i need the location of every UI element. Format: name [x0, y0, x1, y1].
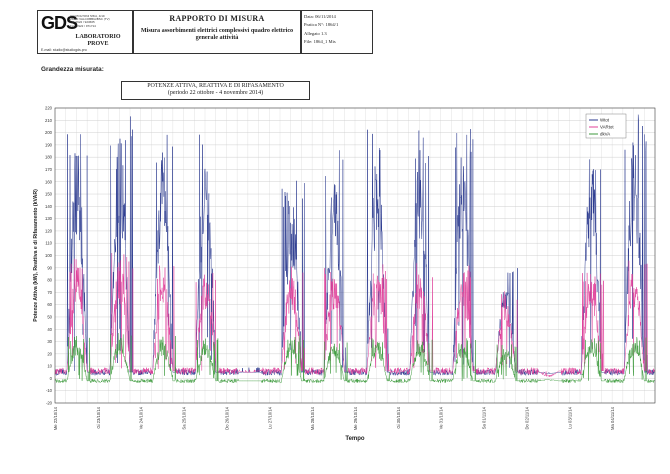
series-line-vartot — [54, 252, 655, 377]
gds-logo: GDS — [41, 13, 78, 33]
lab-address: VIA PIOLTONI 5/6/A, 4/19 25080 VALCOBBIA… — [70, 14, 110, 28]
report-header: GDS VIA PIOLTONI 5/6/A, 4/19 25080 VALCO… — [37, 10, 636, 56]
y-axis-label: Potenze Attiva (kW), Reattiva e di Rifas… — [33, 189, 39, 322]
x-tick-label: Do 02/11/14 — [524, 406, 529, 429]
y-tick-label: 80 — [47, 278, 52, 283]
y-tick-label: -10 — [46, 388, 53, 393]
chart-series — [54, 114, 655, 384]
x-tick-label: Gi 23/10/14 — [96, 406, 101, 428]
report-subtitle: Misura assorbimenti elettrici complessiv… — [140, 27, 294, 42]
y-tick-label: 130 — [45, 216, 53, 221]
report-meta-box: Data: 06/11/2014 Pratica N°: 1864/1 Alle… — [301, 10, 373, 54]
lab-info-box: GDS VIA PIOLTONI 5/6/A, 4/19 25080 VALCO… — [37, 10, 133, 54]
x-tick-label: Me 22/10/14 — [53, 406, 58, 430]
report-practice: Pratica N°: 1864/1 — [304, 22, 339, 28]
y-tick-label: 190 — [45, 142, 53, 147]
series-line-wtot — [54, 114, 655, 376]
lab-name: LABORATORIO PROVE — [75, 34, 121, 47]
x-tick-label: Sa 01/11/14 — [482, 406, 487, 429]
y-tick-label: 210 — [45, 118, 53, 123]
legend-label: Wtot — [600, 118, 610, 123]
y-tick-label: 110 — [45, 241, 52, 246]
y-tick-label: 60 — [47, 302, 52, 307]
y-tick-label: 180 — [45, 155, 53, 160]
y-tick-label: -20 — [46, 401, 53, 406]
report-date: Data: 06/11/2014 — [304, 14, 336, 19]
chart-grid — [54, 107, 656, 404]
x-tick-label: Gi 30/10/14 — [396, 406, 401, 428]
lab-address-line: VIA PIOLTONI 5/6/A, 4/19 — [70, 14, 105, 18]
chart-legend: Wtot VARtot dkVA — [585, 113, 627, 139]
chart-title: POTENZE ATTIVA, REATTIVA E DI RIFASAMENT… — [147, 83, 284, 89]
x-tick-label: Ma 28/10/14 — [310, 406, 315, 430]
y-tick-label: 200 — [45, 130, 53, 135]
chart-subtitle: (periodo 22 ottobre - 4 novembre 2014) — [167, 89, 264, 96]
report-title-box: RAPPORTO DI MISURA Misura assorbimenti e… — [133, 10, 301, 54]
lab-address-line: Tel. 0922 / 923665 — [70, 20, 95, 25]
lab-address-line: Fax: 0922 / 971714 — [70, 23, 96, 28]
section-label: Grandezza misurata: — [41, 66, 104, 73]
x-tick-label: Lu 03/11/14 — [567, 406, 572, 428]
x-tick-label: Me 29/10/14 — [353, 406, 358, 430]
lab-email: E-mail: studio@studiogds.pro — [41, 48, 87, 52]
report-title: RAPPORTO DI MISURA — [169, 14, 265, 23]
legend-label: dkVA — [600, 132, 610, 137]
x-tick-label: Do 26/10/14 — [224, 406, 229, 429]
y-tick-label: 70 — [47, 290, 52, 295]
y-tick-label: 100 — [45, 253, 53, 258]
y-tick-label: 90 — [47, 265, 52, 270]
x-tick-label: Ma 04/11/14 — [610, 406, 615, 430]
y-tick-label: 160 — [45, 179, 53, 184]
report-file: File: 1864_1 Mis — [304, 39, 336, 45]
x-tick-label: Lu 27/10/14 — [267, 406, 272, 429]
plot-frame — [54, 107, 656, 404]
legend-label: VARtot — [600, 125, 614, 130]
y-tick-label: 120 — [45, 228, 53, 233]
y-tick-label: 40 — [47, 327, 52, 332]
x-tick-label: Ve 24/10/14 — [139, 406, 144, 429]
y-tick-label: 0 — [50, 376, 53, 381]
y-tick-label: 220 — [45, 106, 53, 111]
chart-axes: -20 -10 0 10 20 30 40 50 60 70 80 90 100 110 120 130 140… — [45, 106, 615, 431]
y-tick-label: 170 — [45, 167, 53, 172]
x-tick-label: Ve 31/10/14 — [439, 406, 444, 429]
y-tick-label: 20 — [47, 351, 52, 356]
y-tick-label: 30 — [47, 339, 52, 344]
series-line-dkva — [54, 332, 655, 384]
x-tick-label: Sa 25/10/14 — [182, 406, 187, 429]
y-tick-label: 140 — [45, 204, 53, 209]
y-tick-label: 50 — [47, 314, 52, 319]
x-axis-label: Tempo — [345, 436, 365, 442]
lab-address-line: 25080 VALCOBBIA/BSC (TV) — [70, 17, 110, 22]
y-tick-label: 10 — [47, 364, 52, 369]
chart-title-box: POTENZE ATTIVA, REATTIVA E DI RIFASAMENT… — [121, 81, 310, 100]
report-attachment: Allegato 1.3 — [304, 30, 327, 36]
y-tick-label: 150 — [45, 192, 53, 197]
